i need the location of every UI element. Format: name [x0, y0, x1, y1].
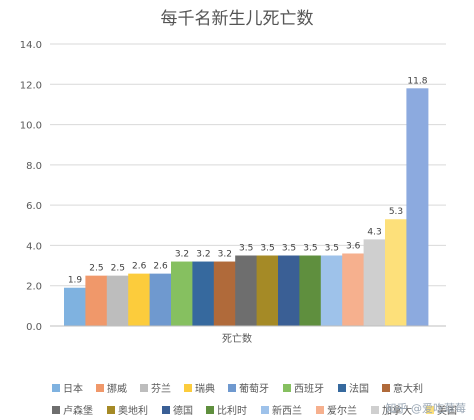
legend-label: 法国 [349, 382, 369, 395]
data-label: 3.5 [303, 244, 317, 254]
legend-swatch [52, 384, 60, 392]
data-label: 3.5 [239, 244, 253, 254]
y-tick-label: 14.0 [20, 40, 42, 51]
bar-奥地利 [256, 255, 279, 326]
legend-swatch [371, 406, 379, 414]
legend-swatch [96, 384, 104, 392]
legend-label: 比利时 [217, 405, 247, 417]
y-tick-label: 0.0 [26, 322, 42, 333]
legend-label: 葡萄牙 [239, 382, 269, 395]
data-label: 5.3 [389, 207, 403, 217]
chart-title: 每千名新生儿死亡数 [161, 9, 314, 29]
bar-德国 [278, 255, 300, 326]
bar-美国 [385, 219, 407, 326]
legend-label: 德国 [173, 404, 193, 417]
legend-label: 挪威 [107, 382, 127, 395]
bar-爱尔兰 [342, 253, 365, 326]
data-label: 3.5 [325, 244, 339, 254]
bar-中国 [406, 88, 429, 326]
bar-加拿大 [363, 239, 386, 326]
bar-卢森堡 [235, 255, 258, 326]
bar-挪威 [85, 275, 108, 326]
data-label: 3.5 [282, 244, 296, 254]
y-tick-label: 4.0 [26, 241, 42, 252]
data-label: 4.3 [367, 227, 381, 237]
bar-葡萄牙 [149, 273, 172, 326]
legend-swatch [382, 384, 390, 392]
legend-label: 瑞典 [195, 382, 215, 395]
data-label: 2.5 [111, 264, 125, 274]
legend-label: 奥地利 [118, 404, 148, 417]
legend-label: 加拿大 [382, 404, 412, 417]
data-label: 3.5 [260, 244, 274, 254]
legend-swatch [184, 384, 192, 392]
legend-label: 西班牙 [294, 383, 324, 395]
data-label: 3.2 [175, 250, 189, 260]
legend-label: 芬兰 [151, 382, 171, 395]
y-tick-label: 12.0 [20, 80, 42, 91]
legend-label: 美国 [437, 404, 457, 417]
data-label: 11.8 [407, 76, 427, 86]
bar-比利时 [299, 255, 322, 326]
x-axis-label: 死亡数 [222, 332, 252, 345]
legend-label: 爱尔兰 [327, 404, 357, 417]
data-label: 3.6 [346, 241, 361, 251]
y-tick-label: 10.0 [20, 121, 42, 132]
legend-swatch [206, 406, 214, 414]
y-tick-label: 2.0 [26, 282, 42, 293]
data-label: 2.6 [132, 262, 147, 272]
legend-swatch [426, 406, 434, 414]
bar-日本 [64, 287, 86, 326]
legend-label: 新西兰 [272, 404, 302, 417]
legend-label: 日本 [63, 382, 83, 395]
data-label: 2.6 [153, 262, 168, 272]
watermark: 知乎 @爱吃草莓 [385, 402, 467, 415]
bar-芬兰 [106, 275, 129, 326]
legend-swatch [52, 406, 60, 414]
bar-瑞典 [128, 273, 151, 326]
y-tick-label: 8.0 [26, 161, 42, 172]
legend-swatch [338, 384, 346, 392]
data-label: 2.5 [89, 264, 103, 274]
bar-意大利 [213, 261, 236, 326]
legend-swatch [316, 406, 324, 414]
legend-swatch [261, 406, 269, 414]
legend-swatch [162, 406, 170, 414]
bar-西班牙 [171, 261, 193, 326]
data-label: 1.9 [68, 276, 83, 286]
bar-法国 [192, 261, 215, 326]
legend-label: 意大利 [393, 382, 423, 395]
y-tick-label: 6.0 [26, 201, 42, 212]
legend-swatch [107, 406, 115, 414]
bar-新西兰 [320, 255, 343, 326]
legend-swatch [140, 384, 148, 392]
data-label: 3.2 [196, 250, 210, 260]
legend-label: 卢森堡 [63, 404, 93, 417]
legend-swatch [228, 384, 236, 392]
data-label: 3.2 [218, 250, 232, 260]
legend-swatch [283, 384, 291, 392]
